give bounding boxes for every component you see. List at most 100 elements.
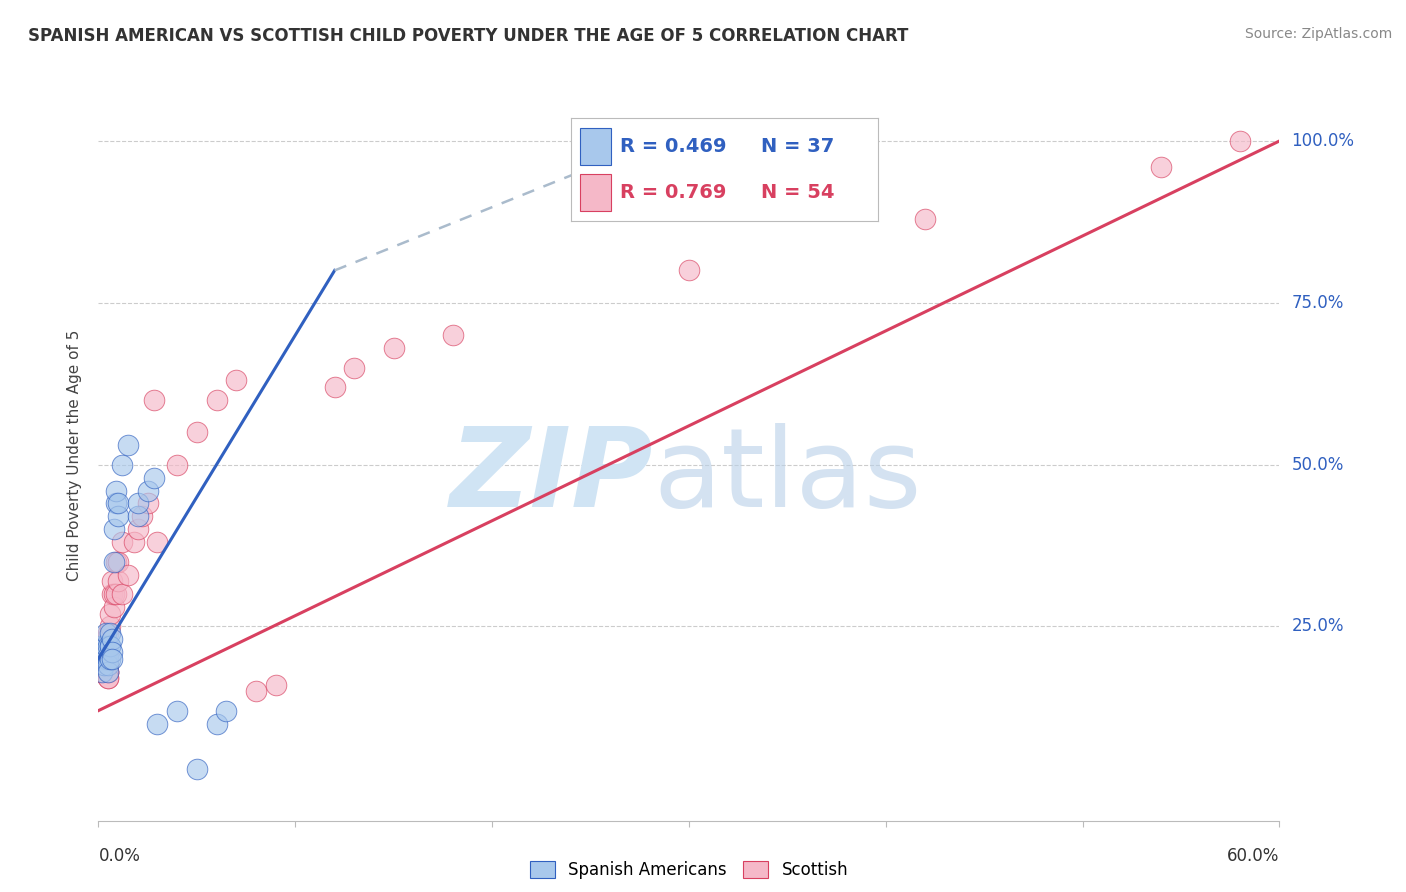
Point: [97, 652, 120, 666]
Point: [91, 652, 114, 666]
Point: [107, 509, 129, 524]
Point: [105, 483, 128, 498]
Point: [97, 665, 120, 679]
Point: [91, 665, 114, 679]
Point: [101, 632, 124, 647]
Point: [93, 658, 115, 673]
Point: [93, 658, 115, 673]
Point: [97, 665, 120, 679]
Text: R = 0.769: R = 0.769: [620, 183, 727, 202]
Point: [96, 626, 118, 640]
Point: [678, 263, 700, 277]
Text: ZIP: ZIP: [450, 424, 654, 531]
Text: atlas: atlas: [654, 424, 922, 531]
Point: [107, 496, 129, 510]
Point: [91, 665, 114, 679]
Point: [97, 626, 120, 640]
Point: [98, 626, 121, 640]
Point: [382, 341, 405, 355]
Point: [97, 652, 120, 666]
Text: 100.0%: 100.0%: [1291, 132, 1354, 150]
Point: [136, 483, 159, 498]
Point: [215, 704, 238, 718]
Point: [103, 587, 125, 601]
Point: [245, 684, 267, 698]
Point: [97, 658, 120, 673]
Point: [343, 360, 366, 375]
Point: [107, 555, 129, 569]
Point: [127, 509, 149, 524]
Point: [186, 762, 208, 776]
Point: [101, 574, 124, 589]
Point: [323, 380, 346, 394]
Point: [111, 535, 134, 549]
Point: [122, 535, 145, 549]
Text: SPANISH AMERICAN VS SCOTTISH CHILD POVERTY UNDER THE AGE OF 5 CORRELATION CHART: SPANISH AMERICAN VS SCOTTISH CHILD POVER…: [28, 27, 908, 45]
Point: [101, 587, 124, 601]
Point: [101, 652, 124, 666]
Point: [142, 392, 165, 407]
Point: [166, 458, 188, 472]
Point: [146, 535, 169, 549]
Text: R = 0.469: R = 0.469: [620, 136, 727, 155]
Point: [96, 632, 118, 647]
Text: N = 54: N = 54: [761, 183, 835, 202]
FancyBboxPatch shape: [581, 128, 610, 164]
Point: [1229, 134, 1251, 148]
Point: [103, 600, 125, 615]
Point: [103, 555, 125, 569]
Point: [96, 645, 118, 659]
Point: [105, 496, 128, 510]
Point: [97, 665, 120, 679]
Point: [98, 639, 121, 653]
Point: [96, 652, 118, 666]
Point: [441, 328, 464, 343]
Point: [142, 470, 165, 484]
Point: [97, 665, 120, 679]
Point: [93, 639, 115, 653]
Point: [131, 509, 153, 524]
Point: [97, 658, 120, 673]
Text: 75.0%: 75.0%: [1291, 293, 1344, 312]
Text: N = 37: N = 37: [761, 136, 835, 155]
Point: [127, 496, 149, 510]
Point: [117, 438, 139, 452]
Point: [117, 567, 139, 582]
Y-axis label: Child Poverty Under the Age of 5: Child Poverty Under the Age of 5: [67, 329, 83, 581]
Point: [205, 392, 228, 407]
Point: [98, 607, 121, 621]
Point: [105, 587, 128, 601]
Legend: Spanish Americans, Scottish: Spanish Americans, Scottish: [523, 854, 855, 886]
Point: [111, 587, 134, 601]
Point: [98, 639, 121, 653]
Point: [186, 425, 208, 440]
Point: [93, 639, 115, 653]
Text: 50.0%: 50.0%: [1291, 456, 1344, 474]
Point: [96, 639, 118, 653]
Point: [101, 645, 124, 659]
Point: [89, 665, 111, 679]
FancyBboxPatch shape: [581, 174, 610, 211]
Point: [97, 639, 120, 653]
Point: [97, 652, 120, 666]
Point: [103, 522, 125, 536]
Point: [107, 574, 129, 589]
Point: [96, 652, 118, 666]
Text: 25.0%: 25.0%: [1291, 617, 1344, 635]
Point: [166, 704, 188, 718]
Text: 0.0%: 0.0%: [98, 847, 141, 864]
Point: [97, 671, 120, 685]
Point: [914, 211, 936, 226]
Point: [225, 374, 247, 388]
Point: [97, 639, 120, 653]
Point: [93, 652, 115, 666]
Text: 60.0%: 60.0%: [1227, 847, 1279, 864]
Point: [136, 496, 159, 510]
Point: [97, 671, 120, 685]
Point: [98, 619, 121, 633]
Point: [97, 639, 120, 653]
Point: [93, 645, 115, 659]
Text: Source: ZipAtlas.com: Source: ZipAtlas.com: [1244, 27, 1392, 41]
Point: [205, 716, 228, 731]
Point: [98, 652, 121, 666]
